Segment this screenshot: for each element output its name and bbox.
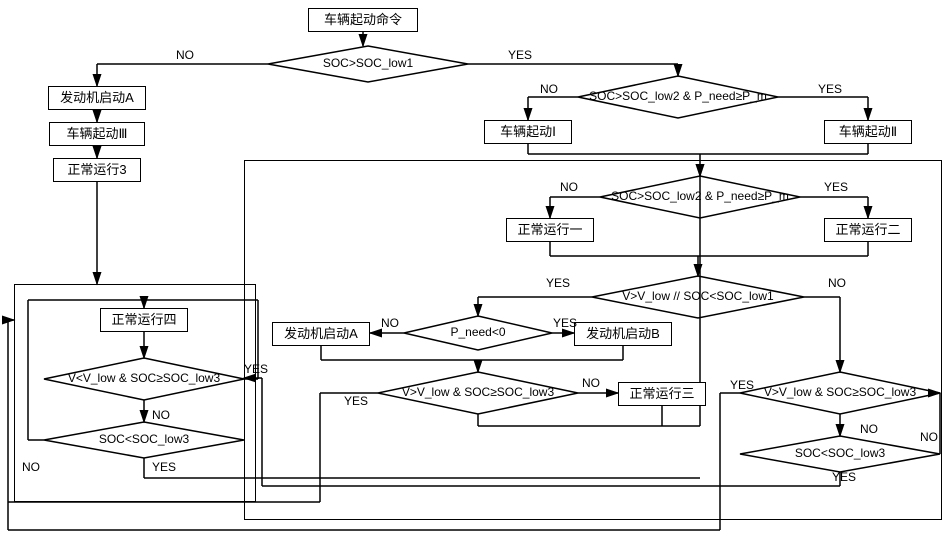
node-engine-start-a-mid: 发动机启动A [272, 322, 370, 346]
decision-d3: SOC>SOC_low2 & P_need≥P_m [600, 176, 800, 218]
decision-text: P_need<0 [450, 325, 505, 341]
edge-label-yes3: YES [824, 180, 848, 194]
decision-d9: V<V_low & SOC≥SOC_low3 [44, 358, 244, 400]
decision-text: SOC<SOC_low3 [99, 432, 189, 448]
edge-label-yes5: YES [553, 316, 577, 330]
node-text: 发动机启动A [60, 90, 134, 105]
decision-d8: SOC<SOC_low3 [740, 436, 940, 472]
decision-d5: P_need<0 [404, 316, 552, 350]
node-vehicle-start-1: 车辆起动Ⅰ [484, 120, 572, 144]
node-normal-run-yi: 正常运行一 [506, 218, 594, 242]
decision-d2: SOC>SOC_low2 & P_need≥P_m [578, 76, 778, 118]
node-text: 车辆起动Ⅲ [67, 126, 128, 141]
node-text: 车辆起动Ⅰ [500, 124, 556, 139]
edge-label-no3: NO [560, 180, 578, 194]
node-text: 正常运行四 [111, 312, 176, 327]
edge-label-no1: NO [176, 48, 194, 62]
node-text: 正常运行三 [629, 386, 694, 401]
decision-text: SOC>SOC_low2 & P_need≥P_m [611, 189, 789, 205]
decision-text: SOC>SOC_low2 & P_need≥P_m [589, 89, 767, 105]
decision-d1: SOC>SOC_low1 [268, 46, 468, 82]
edge-label-no7: NO [860, 422, 878, 436]
decision-text: V<V_low & SOC≥SOC_low3 [68, 371, 220, 387]
decision-text: SOC<SOC_low3 [795, 446, 885, 462]
edge-label-no6: NO [582, 376, 600, 390]
node-text: 车辆起动Ⅱ [839, 124, 897, 139]
node-text: 正常运行一 [517, 222, 582, 237]
node-normal-run-3: 正常运行3 [53, 158, 141, 182]
edge-label-no9: NO [152, 408, 170, 422]
edge-label-yes2: YES [818, 82, 842, 96]
node-start: 车辆起动命令 [308, 8, 418, 32]
edge-label-yes6: YES [344, 394, 368, 408]
edge-label-no5: NO [381, 316, 399, 330]
edge-label-yes4: YES [546, 276, 570, 290]
decision-d4: V>V_low // SOC<SOC_low1 [592, 276, 804, 318]
edge-label-no10: NO [22, 460, 40, 474]
node-text: 车辆起动命令 [324, 12, 402, 27]
node-engine-start-a-left: 发动机启动A [48, 86, 146, 110]
decision-d10: SOC<SOC_low3 [44, 422, 244, 458]
decision-text: SOC>SOC_low1 [323, 56, 413, 72]
edge-label-no8: NO [920, 430, 938, 444]
node-normal-run-si: 正常运行四 [100, 308, 188, 332]
edge-label-yes7: YES [730, 378, 754, 392]
node-text: 发动机启动A [284, 326, 358, 341]
edge-label-yes9: YES [244, 362, 268, 376]
node-text: 发动机启动B [586, 326, 660, 341]
edge-label-yes10: YES [152, 460, 176, 474]
edge-label-yes8: YES [832, 470, 856, 484]
edge-label-yes1: YES [508, 48, 532, 62]
decision-text: V>V_low // SOC<SOC_low1 [622, 289, 773, 305]
node-vehicle-start-2: 车辆起动Ⅱ [824, 120, 912, 144]
node-vehicle-start-3: 车辆起动Ⅲ [49, 122, 145, 146]
decision-d6: V>V_low & SOC≥SOC_low3 [378, 372, 578, 414]
node-text: 正常运行二 [835, 222, 900, 237]
decision-d7: V>V_low & SOC≥SOC_low3 [740, 372, 940, 414]
node-normal-run-san: 正常运行三 [618, 382, 706, 406]
node-normal-run-er: 正常运行二 [824, 218, 912, 242]
node-text: 正常运行3 [67, 162, 126, 177]
decision-text: V>V_low & SOC≥SOC_low3 [402, 385, 554, 401]
node-engine-start-b: 发动机启动B [574, 322, 672, 346]
edge-label-no2: NO [540, 82, 558, 96]
edge-label-no4: NO [828, 276, 846, 290]
decision-text: V>V_low & SOC≥SOC_low3 [764, 385, 916, 401]
